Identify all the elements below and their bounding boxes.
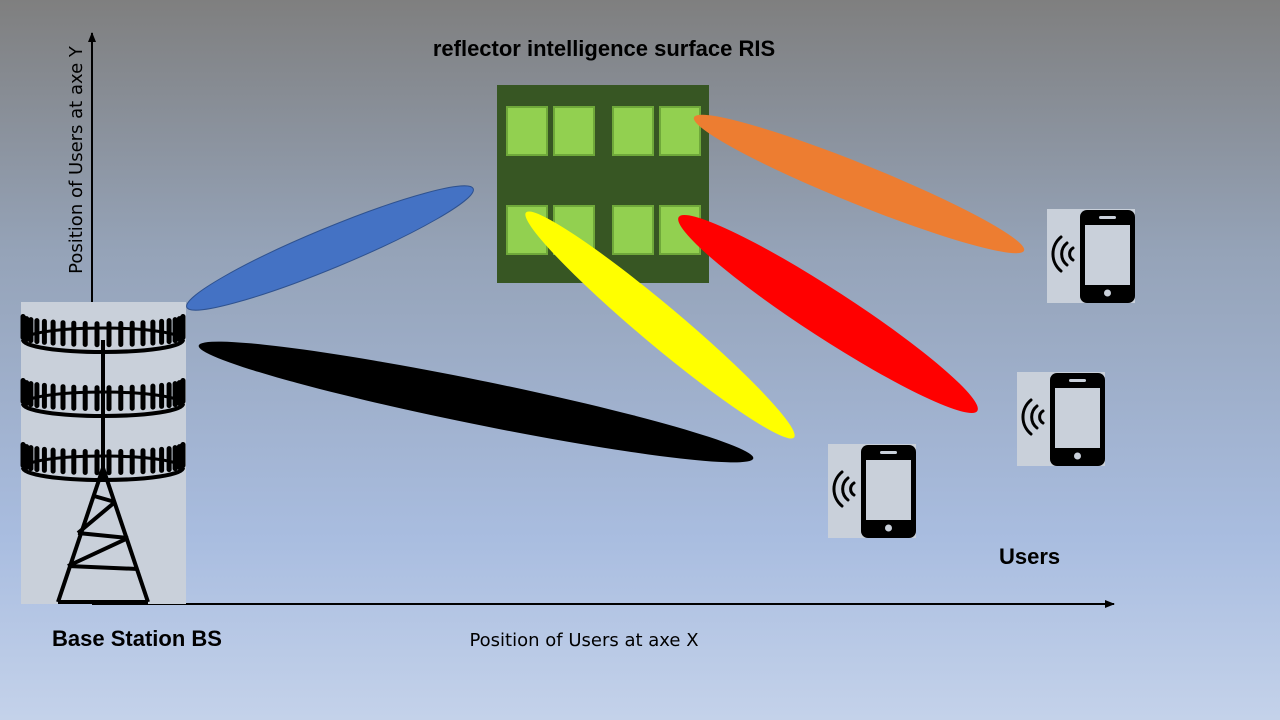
antenna-element — [140, 384, 146, 411]
signal-waves-icon — [1051, 235, 1075, 273]
antenna-element — [82, 449, 88, 475]
antenna-element — [159, 382, 165, 409]
antenna-element — [150, 319, 156, 346]
users-label: Users — [999, 544, 1060, 569]
antenna-element — [41, 318, 47, 345]
ris-title: reflector intelligence surface RIS — [433, 36, 775, 61]
ris-element — [659, 106, 701, 156]
antenna-element — [71, 384, 77, 411]
antenna-element — [28, 317, 34, 344]
smartphone-icon — [1080, 210, 1135, 303]
antenna-element — [180, 314, 186, 340]
antenna-element — [82, 385, 88, 411]
user-device-1 — [828, 444, 916, 538]
antenna-element — [34, 382, 40, 409]
antenna-element — [129, 320, 135, 347]
antenna-element — [172, 317, 178, 344]
antenna-element — [94, 449, 100, 476]
antenna-element — [28, 381, 34, 408]
signal-waves-icon — [832, 470, 856, 508]
ris-panel — [497, 85, 709, 283]
antenna-element — [118, 321, 124, 347]
user-device-2 — [1017, 372, 1105, 466]
ris-element — [612, 106, 654, 156]
antenna-element — [106, 385, 112, 412]
antenna-element — [24, 316, 30, 343]
ris-element — [506, 106, 548, 156]
antenna-element — [60, 384, 66, 411]
beam-ris-to-user-3 — [693, 114, 1025, 254]
antenna-element — [180, 378, 186, 404]
antenna-element — [71, 448, 77, 475]
antenna-element — [166, 318, 172, 345]
antenna-element — [140, 320, 146, 347]
antenna-element — [50, 319, 56, 346]
antenna-element — [34, 318, 40, 345]
antenna-element — [94, 385, 100, 412]
antenna-element — [159, 318, 165, 345]
beam-ris-to-user-2 — [678, 214, 978, 414]
antenna-element — [129, 448, 135, 475]
antenna-element — [118, 449, 124, 475]
beam-ris-to-user-1 — [525, 211, 795, 439]
y-axis-label: Position of Users at axe Y — [66, 45, 87, 274]
antenna-element — [129, 384, 135, 411]
antenna-element — [166, 382, 172, 409]
antenna-element — [166, 446, 172, 473]
antenna-element — [180, 442, 186, 468]
beam-bs-to-ris — [186, 185, 474, 311]
antenna-element — [71, 320, 77, 347]
antenna-element — [172, 445, 178, 472]
antenna-ring — [20, 314, 186, 354]
x-axis-label: Position of Users at axe X — [469, 630, 698, 651]
antenna-element — [106, 449, 112, 476]
ris-element — [612, 205, 654, 255]
antenna-element — [159, 446, 165, 473]
antenna-element — [34, 446, 40, 473]
antenna-element — [60, 448, 66, 475]
signal-waves-icon — [1021, 398, 1045, 436]
antenna-element — [41, 382, 47, 409]
base-station-label: Base Station BS — [52, 626, 222, 651]
antenna-element — [82, 321, 88, 347]
antenna-element — [106, 321, 112, 348]
smartphone-icon — [861, 445, 916, 538]
antenna-element — [94, 321, 100, 348]
antenna-element — [150, 383, 156, 410]
antenna-element — [28, 445, 34, 472]
beam-bs-to-user — [198, 341, 754, 463]
antenna-element — [50, 383, 56, 410]
antenna-element — [24, 380, 30, 407]
ris-element — [553, 106, 595, 156]
antenna-element — [172, 381, 178, 408]
antenna-element — [24, 444, 30, 471]
antenna-element — [41, 446, 47, 473]
antenna-element — [118, 385, 124, 411]
smartphone-icon — [1050, 373, 1105, 466]
antenna-element — [150, 447, 156, 474]
base-station-tower-icon — [20, 302, 186, 604]
user-device-3 — [1047, 209, 1135, 303]
antenna-element — [140, 448, 146, 475]
antenna-element — [50, 447, 56, 474]
antenna-element — [60, 320, 66, 347]
